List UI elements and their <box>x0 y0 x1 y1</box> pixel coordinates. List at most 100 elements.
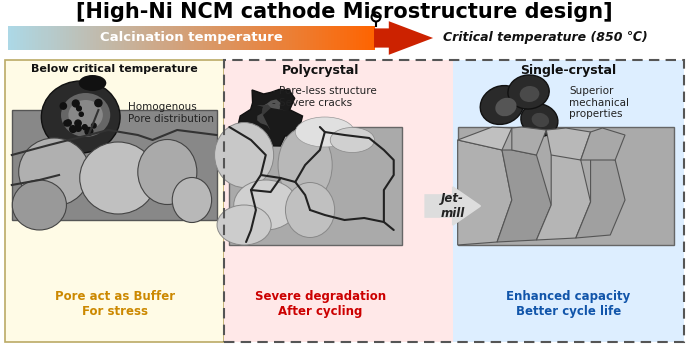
Bar <box>292 26 295 50</box>
Bar <box>267 26 272 50</box>
Bar <box>194 26 198 50</box>
Bar <box>273 26 277 50</box>
Bar <box>90 26 94 50</box>
Bar <box>365 26 369 50</box>
Bar <box>127 26 131 50</box>
Bar <box>178 26 183 50</box>
Text: Enhanced capacity
Better cycle life: Enhanced capacity Better cycle life <box>506 290 631 318</box>
Bar <box>11 26 15 50</box>
Bar <box>246 26 250 50</box>
Bar <box>200 26 204 50</box>
Bar <box>142 26 146 50</box>
Circle shape <box>92 123 96 128</box>
Bar <box>20 26 24 50</box>
Bar <box>371 26 375 50</box>
Bar <box>255 26 259 50</box>
Bar <box>63 26 66 50</box>
Bar <box>72 26 76 50</box>
Bar <box>283 26 286 50</box>
Bar <box>301 26 304 50</box>
Text: Severe degradation
After cycling: Severe degradation After cycling <box>255 290 386 318</box>
Ellipse shape <box>19 138 90 206</box>
Bar <box>88 26 91 50</box>
Bar <box>264 26 268 50</box>
Bar <box>230 26 235 50</box>
Circle shape <box>72 100 79 107</box>
Bar <box>151 26 155 50</box>
Bar <box>209 26 214 50</box>
Bar <box>243 26 247 50</box>
Bar <box>133 26 137 50</box>
Bar <box>270 26 274 50</box>
Polygon shape <box>576 155 625 238</box>
Polygon shape <box>458 140 512 245</box>
Text: - Pore-less structure
- Severe cracks: - Pore-less structure - Severe cracks <box>272 86 377 107</box>
Bar <box>212 26 216 50</box>
Bar <box>453 60 684 342</box>
Circle shape <box>76 125 81 131</box>
Ellipse shape <box>519 86 540 102</box>
Bar <box>304 26 308 50</box>
Bar <box>29 26 34 50</box>
Bar <box>66 26 70 50</box>
Bar <box>154 26 158 50</box>
Bar <box>57 26 61 50</box>
Bar <box>41 26 46 50</box>
Bar <box>326 26 329 50</box>
Bar <box>106 26 110 50</box>
Bar <box>359 26 363 50</box>
Circle shape <box>75 120 81 126</box>
FancyArrow shape <box>425 187 480 225</box>
Bar <box>313 26 317 50</box>
FancyArrow shape <box>374 21 433 55</box>
Bar <box>331 26 335 50</box>
Ellipse shape <box>41 81 120 153</box>
Bar <box>353 26 357 50</box>
Bar <box>130 26 134 50</box>
Bar <box>316 26 320 50</box>
Polygon shape <box>546 128 591 160</box>
Bar <box>169 26 174 50</box>
Bar <box>216 26 219 50</box>
Circle shape <box>83 125 87 130</box>
Bar <box>237 26 241 50</box>
Bar <box>328 26 332 50</box>
Bar <box>8 26 12 50</box>
Bar <box>225 26 229 50</box>
Ellipse shape <box>295 117 354 147</box>
Bar <box>340 26 344 50</box>
Bar <box>458 127 674 245</box>
Bar <box>349 26 354 50</box>
Bar <box>221 26 225 50</box>
Bar <box>145 26 149 50</box>
Bar <box>14 26 18 50</box>
Bar <box>17 26 21 50</box>
Polygon shape <box>512 127 546 155</box>
Circle shape <box>85 127 93 135</box>
Polygon shape <box>458 127 512 150</box>
Text: Pore act as Buffer
For stress: Pore act as Buffer For stress <box>55 290 175 318</box>
Ellipse shape <box>13 180 66 230</box>
Ellipse shape <box>480 85 524 125</box>
Bar <box>258 26 262 50</box>
Bar <box>279 26 284 50</box>
Polygon shape <box>258 104 275 119</box>
Bar <box>362 26 366 50</box>
Text: Polycrystal: Polycrystal <box>281 64 359 77</box>
Bar <box>118 26 122 50</box>
Bar <box>319 26 323 50</box>
Circle shape <box>60 103 66 109</box>
Bar <box>84 26 88 50</box>
Bar <box>203 26 207 50</box>
Bar <box>230 127 402 245</box>
Ellipse shape <box>286 182 335 238</box>
Circle shape <box>64 120 69 126</box>
Bar <box>295 26 299 50</box>
Bar <box>249 26 253 50</box>
Bar <box>286 26 290 50</box>
Bar <box>78 26 82 50</box>
Polygon shape <box>581 128 625 160</box>
Text: Superior
mechanical
properties: Superior mechanical properties <box>569 86 629 119</box>
Polygon shape <box>536 150 591 240</box>
Bar <box>136 26 140 50</box>
